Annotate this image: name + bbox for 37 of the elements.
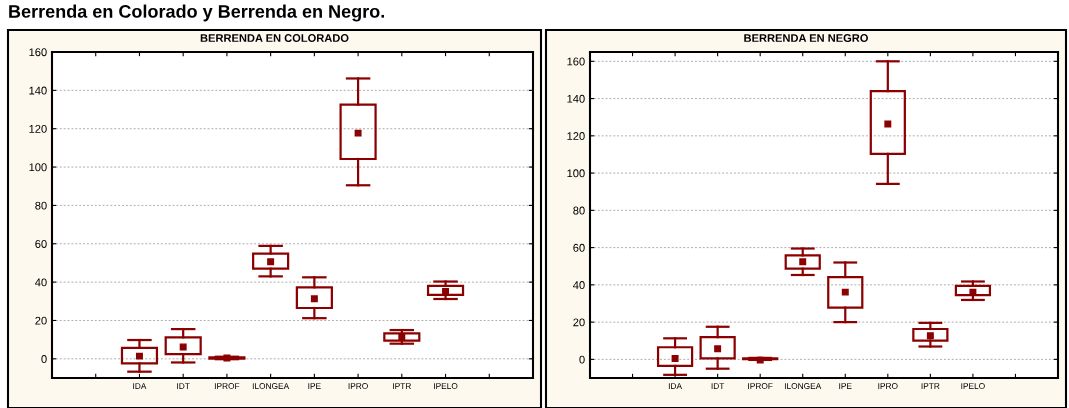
x-tick-label: IPTR xyxy=(393,383,411,389)
x-tick-label: ILONGEA xyxy=(784,383,822,389)
x-tick-label: ILONGEA xyxy=(252,383,290,389)
x-tick-label: IPRO xyxy=(348,383,368,389)
chart-title: BERRENDA EN NEGRO xyxy=(744,34,868,42)
y-tick-label: 60 xyxy=(573,243,585,252)
y-tick-label: 0 xyxy=(579,355,585,364)
x-tick-label: IPE xyxy=(308,383,321,389)
y-tick-label: 140 xyxy=(29,86,47,95)
x-tick-label: IDT xyxy=(177,383,190,389)
x-tick-label: IPE xyxy=(839,383,852,389)
x-tick-label: IPELO xyxy=(961,383,985,389)
chart-title: BERRENDA EN COLORADO xyxy=(200,34,349,42)
y-tick-label: 60 xyxy=(35,240,47,248)
x-tick-label: IPROF xyxy=(214,383,240,389)
y-tick-label: 20 xyxy=(573,318,585,327)
y-tick-label: 80 xyxy=(573,206,585,215)
y-tick-label: 140 xyxy=(567,94,585,103)
y-tick-label: 160 xyxy=(567,57,585,66)
y-tick-label: 40 xyxy=(573,281,585,289)
x-tick-label: IPRO xyxy=(878,383,898,389)
x-tick-label: IPELO xyxy=(434,383,458,389)
y-tick-label: 80 xyxy=(35,201,47,210)
y-tick-label: 40 xyxy=(35,278,47,287)
x-tick-label: IDA xyxy=(133,383,147,389)
x-tick-label: IDT xyxy=(711,383,725,389)
x-tick-label: IPROF xyxy=(748,383,773,389)
y-tick-label: 120 xyxy=(29,124,47,133)
y-tick-label: 100 xyxy=(29,163,47,172)
y-tick-label: 100 xyxy=(567,169,585,178)
y-tick-label: 0 xyxy=(41,355,47,363)
y-tick-label: 120 xyxy=(567,132,585,140)
text: Berrenda en Colorado y Berrenda en Negro. xyxy=(9,4,385,22)
y-tick-label: 20 xyxy=(35,316,47,325)
x-tick-label: IPTR xyxy=(921,383,940,389)
y-tick-label: 160 xyxy=(29,48,47,57)
x-tick-label: IDA xyxy=(668,383,683,389)
